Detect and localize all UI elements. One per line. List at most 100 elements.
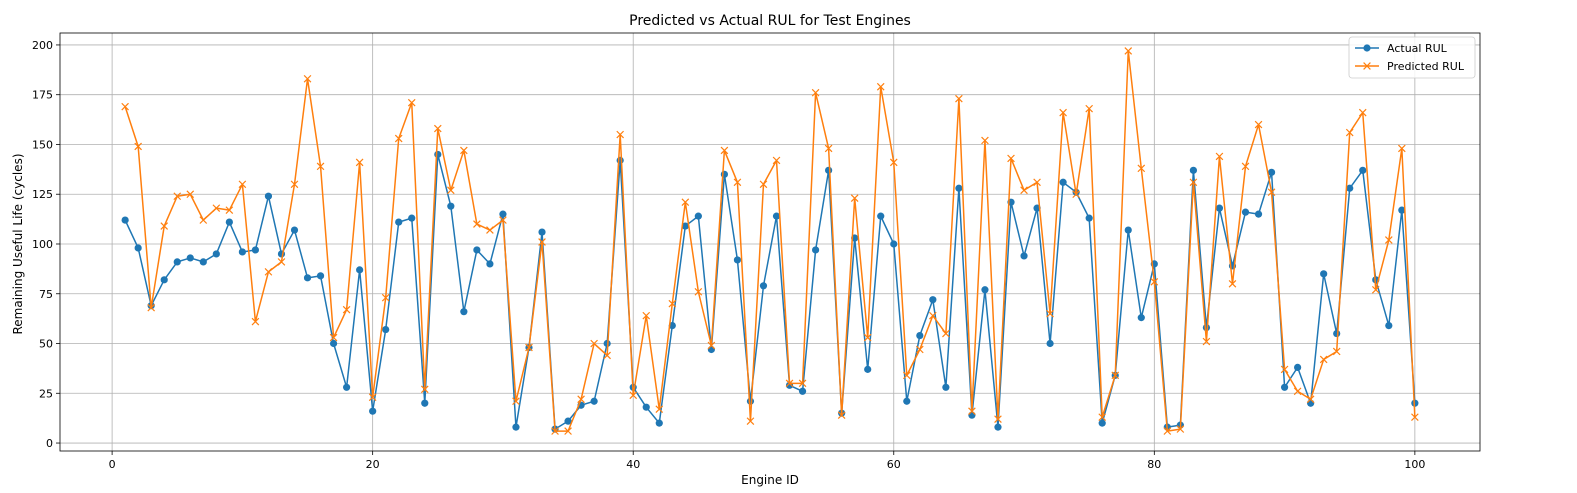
series-layer xyxy=(121,47,1419,435)
actual-rul-point xyxy=(733,256,742,264)
actual-rul-point xyxy=(460,308,468,316)
predicted-rul-point xyxy=(512,397,520,406)
actual-rul-point xyxy=(903,397,911,405)
predicted-rul-point xyxy=(1358,108,1367,117)
predicted-rul-point xyxy=(368,393,377,402)
predicted-rul-point xyxy=(1176,425,1185,433)
y-tick-label: 125 xyxy=(32,188,53,201)
actual-rul-point xyxy=(564,417,572,425)
predicted-rul-point xyxy=(1398,144,1406,153)
predicted-rul-point xyxy=(1241,162,1250,171)
predicted-rul-point xyxy=(720,146,729,155)
predicted-rul-point xyxy=(290,180,299,189)
predicted-rul-point xyxy=(1319,355,1328,364)
predicted-rul-point xyxy=(564,427,572,435)
predicted-rul-point xyxy=(981,136,989,145)
actual-rul-point xyxy=(707,345,715,354)
actual-rul-point xyxy=(968,411,976,419)
predicted-rul-point xyxy=(134,142,142,151)
actual-rul-point xyxy=(1398,206,1406,214)
predicted-rul-point xyxy=(407,98,416,107)
y-tick-label: 25 xyxy=(39,387,53,400)
predicted-rul-point xyxy=(707,341,716,350)
x-tick-label: 60 xyxy=(887,458,901,471)
actual-rul-point xyxy=(825,166,833,174)
actual-rul-point xyxy=(1098,419,1106,427)
actual-rul-point xyxy=(473,246,481,254)
legend-item-actual-rul: Actual RUL xyxy=(1355,42,1448,55)
actual-rul-point xyxy=(864,365,872,373)
predicted-rul-point xyxy=(929,311,937,320)
predicted-rul-point xyxy=(316,162,325,171)
predicted-rul-point xyxy=(876,82,885,91)
predicted-rul-point xyxy=(1072,190,1080,199)
actual-rul-point xyxy=(916,331,924,340)
actual-rul-point xyxy=(616,156,624,164)
y-tick-label: 200 xyxy=(32,39,53,52)
x-tick-label: 100 xyxy=(1404,458,1425,471)
predicted-rul-point xyxy=(1020,186,1028,195)
predicted-rul-point xyxy=(433,124,442,133)
actual-rul-point xyxy=(1385,322,1393,330)
actual-rul-point xyxy=(720,170,729,178)
predicted-rul-point xyxy=(394,134,403,143)
predicted-rul-point xyxy=(955,94,963,103)
actual-rul-point xyxy=(238,248,246,256)
actual-rul-point xyxy=(890,240,898,248)
y-tick-label: 100 xyxy=(32,238,53,251)
actual-rul-point xyxy=(1137,314,1145,322)
x-tick-label: 80 xyxy=(1147,458,1161,471)
actual-rul-point xyxy=(772,212,781,220)
predicted-rul-point xyxy=(733,178,742,187)
predicted-rul-point xyxy=(238,180,247,189)
actual-rul-point xyxy=(1307,399,1315,407)
predicted-rul-point xyxy=(603,351,611,360)
chart-title: Predicted vs Actual RUL for Test Engines xyxy=(629,13,911,29)
y-tick-label: 0 xyxy=(46,437,53,450)
actual-rul-point xyxy=(251,246,260,254)
actual-rul-point xyxy=(929,296,937,304)
actual-rul-point xyxy=(642,403,650,411)
legend-swatch-marker xyxy=(1363,62,1371,70)
actual-rul-point xyxy=(290,226,299,234)
actual-rul-point xyxy=(694,212,702,220)
actual-rul-point xyxy=(759,282,768,290)
legend-label: Predicted RUL xyxy=(1387,60,1465,73)
actual-rul-point xyxy=(655,419,663,427)
predicted-rul-point xyxy=(655,405,664,414)
actual-rul-point xyxy=(264,192,273,200)
plot-frame xyxy=(59,32,1481,452)
actual-rul-point xyxy=(1280,383,1289,391)
predicted-rul-point xyxy=(473,220,481,228)
predicted-rul-point xyxy=(1189,178,1198,187)
actual-rul-point xyxy=(877,212,885,220)
actual-rul-point xyxy=(1320,270,1328,278)
predicted-rul-point xyxy=(1085,104,1093,113)
y-tick-label: 75 xyxy=(39,288,53,301)
actual-rul-point xyxy=(1046,339,1054,348)
actual-rul-point xyxy=(212,250,220,258)
y-tick-label: 175 xyxy=(32,89,53,102)
predicted-rul-point xyxy=(1280,365,1289,374)
actual-rul-point xyxy=(486,260,494,268)
actual-rul-point xyxy=(408,214,416,222)
actual-rul-point xyxy=(590,397,598,405)
predicted-rul-point xyxy=(420,385,429,394)
actual-rul-point xyxy=(1202,323,1211,332)
actual-rul-point xyxy=(1294,363,1302,371)
predicted-rul-point xyxy=(850,194,859,203)
actual-rul-point xyxy=(1020,252,1028,260)
predicted-rul-point xyxy=(629,391,638,400)
predicted-rul-point xyxy=(994,415,1002,423)
actual-rul-point xyxy=(382,325,390,334)
predicted-rul-series xyxy=(121,47,1419,435)
predicted-rul-point xyxy=(590,339,598,348)
actual-rul-point xyxy=(1241,208,1250,216)
actual-rul-point xyxy=(1189,166,1197,174)
predicted-rul-point xyxy=(1332,347,1341,356)
predicted-rul-point xyxy=(1150,277,1159,286)
predicted-rul-point xyxy=(1254,120,1263,129)
predicted-rul-point xyxy=(1371,285,1380,294)
actual-rul-point xyxy=(1267,168,1276,176)
